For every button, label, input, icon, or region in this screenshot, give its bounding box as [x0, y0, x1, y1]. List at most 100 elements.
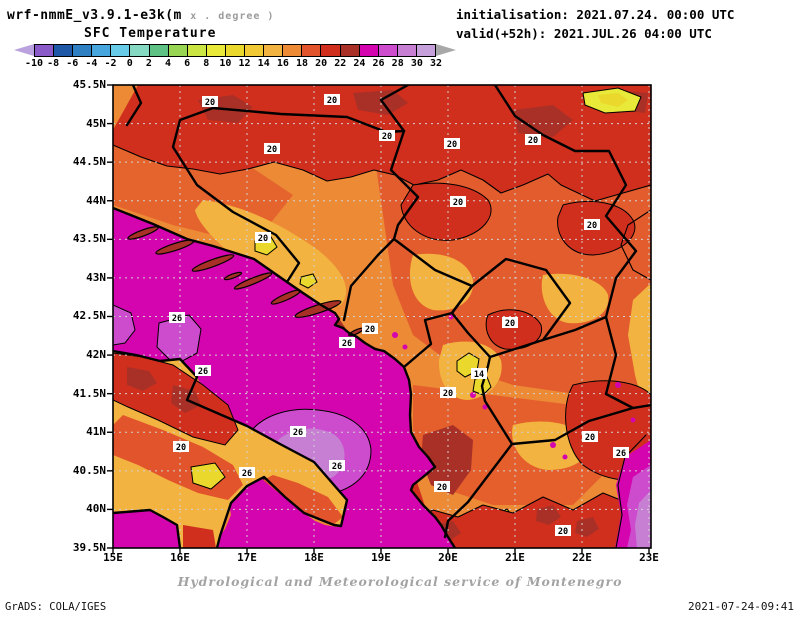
colorbar-block	[378, 45, 398, 56]
colorbar-tick-label: 16	[276, 58, 289, 69]
adriatic-islands	[127, 226, 364, 337]
colorbar-block	[111, 45, 131, 56]
svg-text:20: 20	[447, 140, 457, 150]
colorbar-tick-label: 24	[353, 58, 366, 69]
colorbar-block	[302, 45, 322, 56]
colorbar-block	[416, 45, 435, 56]
colorbar-block	[321, 45, 341, 56]
lon-tick-label: 23E	[639, 551, 659, 564]
colorbar-tick-label: 26	[372, 58, 385, 69]
svg-text:20: 20	[505, 319, 515, 329]
colorbar-tick-label: 14	[257, 58, 270, 69]
map-frame	[112, 84, 652, 549]
contour-label: 20	[450, 196, 466, 208]
border-bosnia-serbia	[389, 129, 420, 241]
svg-text:26: 26	[242, 469, 252, 479]
colorbar-block	[149, 45, 169, 56]
svg-text:26: 26	[332, 462, 342, 472]
lat-tick-label: 41N	[86, 425, 106, 439]
colorbar-tick-label: -2	[104, 58, 117, 69]
lat-tick-label: 41.5N	[72, 386, 106, 400]
colorbar-tick-label: -10	[24, 58, 44, 69]
colorbar-block	[225, 45, 246, 56]
colorbar-block	[92, 45, 112, 56]
svg-text:20: 20	[176, 443, 186, 453]
colorbar-tick-label: 28	[391, 58, 404, 69]
colorbar-tick-label: -8	[47, 58, 60, 69]
svg-text:20: 20	[443, 389, 453, 399]
colorbar-block	[264, 45, 284, 56]
contour-label: 14	[471, 368, 487, 380]
contour-label: 20	[202, 96, 218, 108]
lon-tick-label: 20E	[438, 551, 458, 564]
colorbar	[14, 44, 456, 57]
lat-tick-label: 45.5N	[72, 78, 106, 91]
svg-text:26: 26	[616, 449, 626, 459]
contour-label: 26	[195, 365, 211, 377]
border-croatia-bosnia	[171, 106, 406, 284]
svg-text:20: 20	[205, 98, 215, 108]
contour-label: 26	[239, 467, 255, 479]
contour-label: 20	[525, 134, 541, 146]
colorbar-block	[73, 45, 93, 56]
lat-tick-label: 43.5N	[72, 232, 106, 246]
colorbar-tick-label: 30	[410, 58, 423, 69]
temperature-map: 20 20 20 20 20 20 20 20 20 20 20 20 20 20 20 20 26 26 26 26…	[107, 84, 652, 554]
svg-text:20: 20	[453, 198, 463, 208]
colorbar-block	[168, 45, 188, 56]
model-title-text: wrf-nmmE_v3.9.1-e3k(m	[7, 8, 182, 23]
contour-label: 20	[502, 317, 518, 329]
contour-label: 20	[379, 130, 395, 142]
border-albania-macedonia	[480, 355, 514, 446]
svg-text:20: 20	[437, 483, 447, 493]
contour-label: 20	[324, 94, 340, 106]
colorbar-block	[283, 45, 303, 56]
valid-time: valid(+52h): 2021.JUL.26 04:00 UTC	[456, 26, 712, 41]
colorbar-tick-labels: -10 -8 -6 -4 -2 0 2 4 6 8 10 12 14 16 18 20 22 24 26 28 30 32	[14, 58, 456, 70]
contour-label: 26	[329, 460, 345, 472]
border-montenegro	[342, 237, 474, 369]
colorbar-tick-label: -6	[66, 58, 79, 69]
contour-label: 20	[444, 138, 460, 150]
lat-tick-label: 44N	[86, 193, 106, 207]
colorbar-tick-label: 18	[295, 58, 309, 69]
svg-text:20: 20	[585, 433, 595, 443]
colorbar-tick-label: 4	[164, 58, 172, 69]
contour-label: 26	[290, 426, 306, 438]
contour-label: 26	[339, 337, 355, 349]
colorbar-tick-label: 32	[429, 58, 443, 69]
svg-text:20: 20	[587, 221, 597, 231]
colorbar-block	[187, 45, 207, 56]
map-plot-area: 20 20 20 20 20 20 20 20 20 20 20 20 20 20 20 20 26 26 26 26…	[107, 84, 652, 554]
colorbar-block	[130, 45, 150, 56]
coastline-italy	[113, 349, 349, 548]
svg-text:20: 20	[528, 136, 538, 146]
coastline-east-adriatic	[113, 206, 457, 548]
colorbar-block	[206, 45, 226, 56]
contour-label: 20	[434, 481, 450, 493]
lon-tick-label: 16E	[170, 551, 190, 564]
colorbar-block	[54, 45, 74, 56]
svg-text:26: 26	[172, 314, 182, 324]
contour-label: 20	[264, 143, 280, 155]
colorbar-tick-label: 10	[219, 58, 232, 69]
colorbar-overflow-arrow	[436, 44, 456, 56]
svg-text:20: 20	[267, 145, 277, 155]
lon-tick-label: 22E	[572, 551, 592, 564]
colorbar-tick-label: 8	[203, 58, 210, 69]
svg-text:20: 20	[382, 132, 392, 142]
lon-tick-label: 18E	[304, 551, 324, 564]
contour-label: 20	[582, 431, 598, 443]
contour-label: 26	[169, 312, 185, 324]
svg-text:26: 26	[293, 428, 303, 438]
lat-tick-label: 42.5N	[72, 309, 106, 323]
contour-label: 20	[440, 387, 456, 399]
colorbar-underflow-arrow	[14, 44, 34, 56]
colorbar-block	[35, 45, 55, 56]
lat-tick-label: 45N	[86, 116, 106, 130]
run-timestamp: 2021-07-24-09:41	[688, 600, 794, 613]
border-serbia-east	[493, 85, 638, 342]
contour-labels: 20 20 20 20 20 20 20 20 20 20 20 20 20 20 20 20 26 26 26 26…	[169, 94, 629, 537]
lat-tick-label: 44.5N	[72, 155, 106, 169]
colorbar-block	[245, 45, 265, 56]
